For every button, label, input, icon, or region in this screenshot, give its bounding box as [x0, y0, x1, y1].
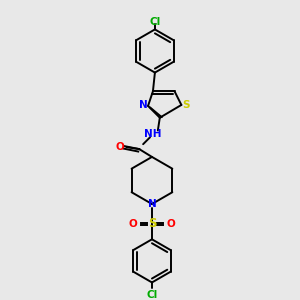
Text: O: O [166, 219, 175, 229]
Text: N: N [148, 199, 156, 209]
Text: S: S [148, 217, 156, 230]
Text: Cl: Cl [146, 290, 158, 300]
Text: S: S [182, 100, 190, 110]
Text: N: N [139, 100, 148, 110]
Text: NH: NH [144, 129, 162, 140]
Text: O: O [115, 142, 124, 152]
Text: Cl: Cl [149, 16, 161, 27]
Text: O: O [129, 219, 138, 229]
